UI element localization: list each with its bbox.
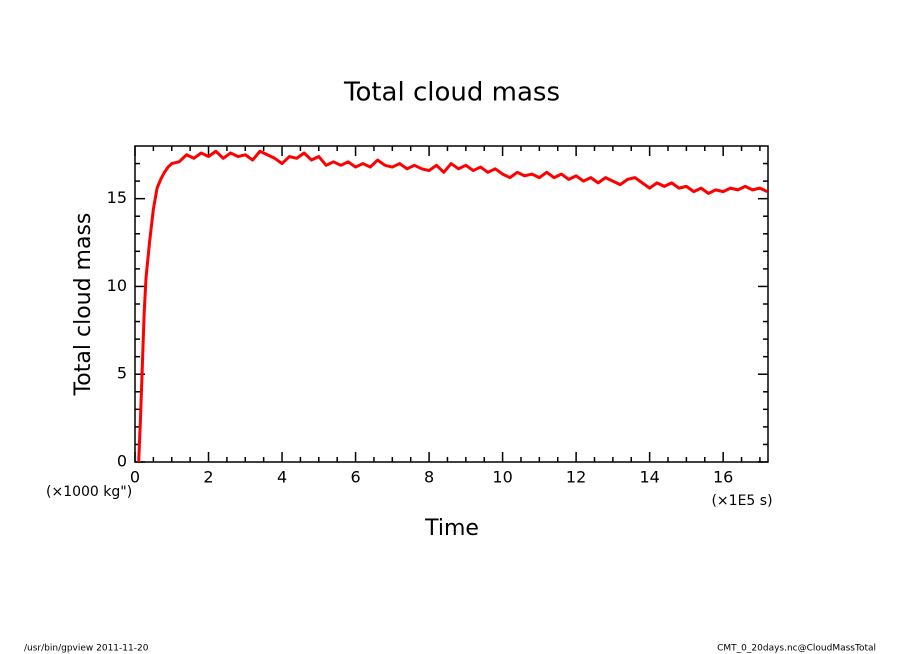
y-tick-label: 10 <box>107 276 127 295</box>
x-tick-label: 14 <box>639 468 659 487</box>
x-tick-label: 12 <box>566 468 586 487</box>
x-axis-label: Time <box>424 516 479 541</box>
x-tick-label: 6 <box>350 468 360 487</box>
x-units: (×1E5 s) <box>711 493 772 509</box>
x-tick-label: 8 <box>424 468 434 487</box>
y-tick-label: 15 <box>107 188 127 207</box>
y-axis-label: Total cloud mass <box>71 213 96 397</box>
y-units: (×1000 kg") <box>46 484 132 500</box>
footer-right: CMT_0_20days.nc@CloudMassTotal <box>717 644 876 654</box>
footer-left: /usr/bin/gpview 2011-11-20 <box>24 644 149 654</box>
x-tick-label: 0 <box>130 468 140 487</box>
x-tick-label: 16 <box>713 468 733 487</box>
data-line <box>137 149 768 463</box>
chart-title: Total cloud mass <box>343 78 560 108</box>
y-tick-label: 5 <box>117 364 127 383</box>
x-tick-label: 4 <box>277 468 287 487</box>
x-tick-label: 10 <box>492 468 512 487</box>
x-tick-label: 2 <box>203 468 213 487</box>
y-tick-label: 0 <box>117 452 127 471</box>
